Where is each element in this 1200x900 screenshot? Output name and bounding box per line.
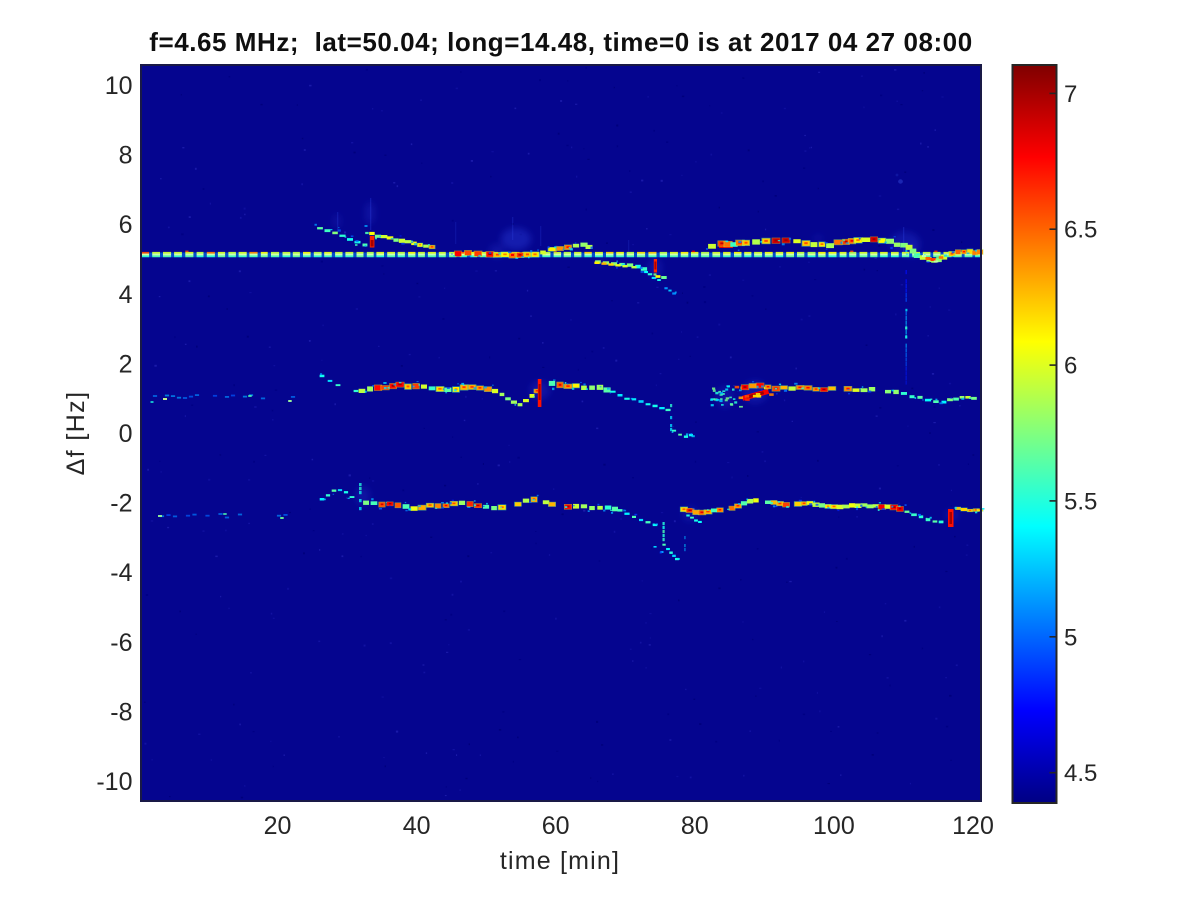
svg-text:2: 2 [119, 350, 133, 378]
svg-text:6: 6 [1064, 353, 1077, 380]
svg-text:5: 5 [1064, 624, 1077, 651]
svg-text:4: 4 [119, 281, 133, 309]
svg-text:10: 10 [105, 72, 133, 100]
svg-text:4.5: 4.5 [1064, 760, 1097, 787]
svg-text:20: 20 [264, 812, 292, 840]
svg-text:6: 6 [119, 211, 133, 239]
svg-text:-4: -4 [110, 559, 132, 587]
svg-text:80: 80 [681, 812, 709, 840]
svg-text:100: 100 [813, 812, 855, 840]
svg-text:-10: -10 [96, 768, 132, 796]
svg-text:Δf [Hz]: Δf [Hz] [62, 391, 90, 476]
svg-text:120: 120 [952, 812, 994, 840]
svg-text:8: 8 [119, 142, 133, 170]
svg-text:0: 0 [119, 420, 133, 448]
svg-text:60: 60 [542, 812, 570, 840]
svg-text:-2: -2 [110, 490, 132, 518]
svg-text:5.5: 5.5 [1064, 488, 1097, 515]
svg-text:7: 7 [1064, 81, 1077, 108]
svg-text:-8: -8 [110, 698, 132, 726]
svg-text:40: 40 [403, 812, 431, 840]
svg-text:-6: -6 [110, 629, 132, 657]
svg-text:time [min]: time [min] [500, 847, 620, 875]
svg-text:6.5: 6.5 [1064, 217, 1097, 244]
svg-text:f=4.65 MHz; lat=50.04; long=1: f=4.65 MHz; lat=50.04; long=14.48, time=… [149, 27, 972, 57]
